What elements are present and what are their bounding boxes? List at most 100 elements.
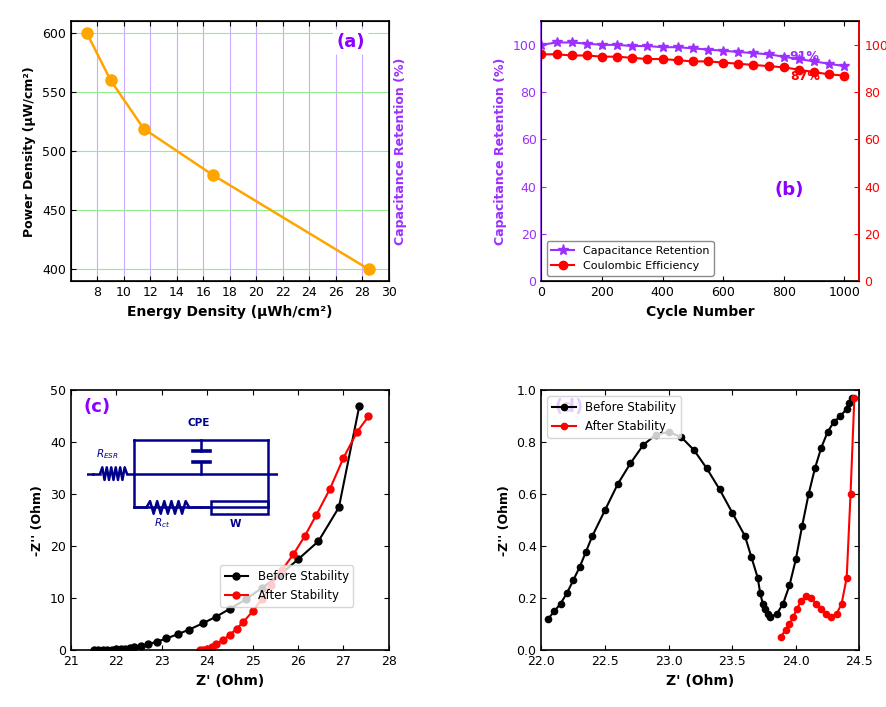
Before Stability [846, 394, 857, 402]
After Stability [276, 566, 287, 574]
After Stability [836, 600, 847, 608]
Line: Before Stability: Before Stability [90, 402, 362, 654]
Before Stability [844, 399, 855, 408]
Before Stability [772, 610, 782, 619]
Before Stability [542, 615, 553, 624]
Before Stability [574, 563, 585, 571]
Before Stability [172, 630, 183, 638]
After Stability [195, 646, 206, 655]
Before Stability [89, 646, 99, 655]
Before Stability [626, 459, 636, 467]
Legend: Capacitance Retention, Coulombic Efficiency: Capacitance Retention, Coulombic Efficie… [547, 241, 713, 276]
Before Stability [333, 503, 344, 512]
After Stability [849, 394, 859, 402]
Before Stability [152, 637, 162, 645]
Before Stability [240, 595, 251, 604]
After Stability [238, 618, 249, 626]
After Stability [845, 490, 856, 498]
Before Stability [702, 464, 712, 473]
Before Stability [816, 443, 827, 452]
After Stability [266, 581, 276, 590]
Before Stability [97, 645, 108, 654]
X-axis label: Z' (Ohm): Z' (Ohm) [196, 674, 264, 688]
After Stability [821, 610, 832, 619]
Before Stability [714, 485, 725, 493]
Before Stability [292, 555, 303, 563]
Before Stability [568, 576, 579, 585]
Before Stability [102, 645, 113, 654]
Before Stability [256, 584, 267, 592]
After Stability [781, 626, 791, 634]
Before Stability [111, 645, 121, 653]
Line: Before Stability: Before Stability [545, 395, 855, 622]
Line: After Stability: After Stability [777, 395, 858, 641]
Before Stability [211, 612, 222, 621]
Before Stability [129, 643, 140, 651]
Before Stability [804, 490, 814, 498]
Before Stability [548, 607, 559, 616]
Before Stability [760, 604, 771, 613]
Before Stability [755, 589, 766, 597]
Before Stability [746, 553, 757, 561]
Before Stability [740, 532, 750, 540]
Before Stability [784, 581, 795, 590]
After Stability [796, 597, 806, 605]
Text: 91%: 91% [789, 50, 820, 63]
After Stability [775, 633, 786, 642]
After Stability [811, 600, 821, 608]
After Stability [805, 594, 816, 602]
Y-axis label: Capacitance Retention (%): Capacitance Retention (%) [394, 57, 408, 245]
Before Stability [842, 404, 852, 413]
After Stability [211, 640, 222, 648]
Text: 87%: 87% [789, 70, 820, 83]
Before Stability [790, 555, 801, 563]
After Stability [826, 612, 836, 621]
After Stability [788, 612, 798, 621]
Before Stability [835, 412, 845, 421]
Line: After Stability: After Stability [197, 413, 372, 654]
Y-axis label: Power Density (μW/cm²): Power Density (μW/cm²) [23, 66, 36, 237]
After Stability [288, 550, 299, 559]
After Stability [299, 532, 310, 540]
Before Stability [797, 521, 807, 530]
After Stability [206, 643, 217, 651]
Before Stability [650, 431, 661, 439]
After Stability [231, 624, 242, 633]
Before Stability [612, 480, 623, 489]
X-axis label: Energy Density (μWh/cm²): Energy Density (μWh/cm²) [127, 305, 332, 319]
Legend: Before Stability, After Stability: Before Stability, After Stability [220, 566, 354, 607]
After Stability [363, 412, 374, 421]
After Stability [311, 511, 322, 520]
Before Stability [810, 464, 820, 473]
X-axis label: Z' (Ohm): Z' (Ohm) [666, 674, 734, 688]
Before Stability [580, 547, 591, 556]
Text: (d): (d) [554, 398, 583, 416]
After Stability [338, 454, 349, 462]
After Stability [352, 428, 362, 436]
Before Stability [143, 640, 153, 648]
After Stability [324, 485, 335, 493]
After Stability [842, 573, 852, 582]
Y-axis label: -Z'' (Ohm): -Z'' (Ohm) [32, 485, 44, 556]
Before Stability [664, 428, 674, 436]
Before Stability [727, 508, 737, 517]
Before Stability [600, 506, 610, 514]
Before Stability [638, 440, 649, 449]
After Stability [792, 604, 803, 613]
Legend: Before Stability, After Stability: Before Stability, After Stability [548, 397, 681, 438]
X-axis label: Cycle Number: Cycle Number [646, 305, 755, 319]
Before Stability [120, 644, 131, 653]
Before Stability [313, 537, 323, 546]
After Stability [247, 607, 258, 616]
After Stability [224, 631, 235, 639]
Before Stability [828, 417, 839, 426]
Y-axis label: Capacitance Retention (%): Capacitance Retention (%) [494, 57, 507, 245]
Before Stability [125, 643, 136, 652]
Text: (c): (c) [83, 398, 111, 416]
Before Stability [752, 573, 763, 582]
Before Stability [556, 600, 566, 608]
Before Stability [822, 428, 833, 436]
After Stability [816, 604, 827, 613]
Before Stability [778, 600, 789, 608]
Before Stability [763, 610, 773, 619]
